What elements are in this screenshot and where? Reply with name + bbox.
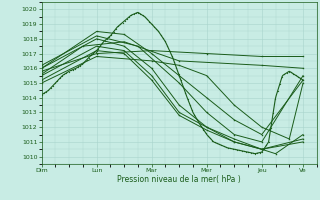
X-axis label: Pression niveau de la mer( hPa ): Pression niveau de la mer( hPa ) <box>117 175 241 184</box>
